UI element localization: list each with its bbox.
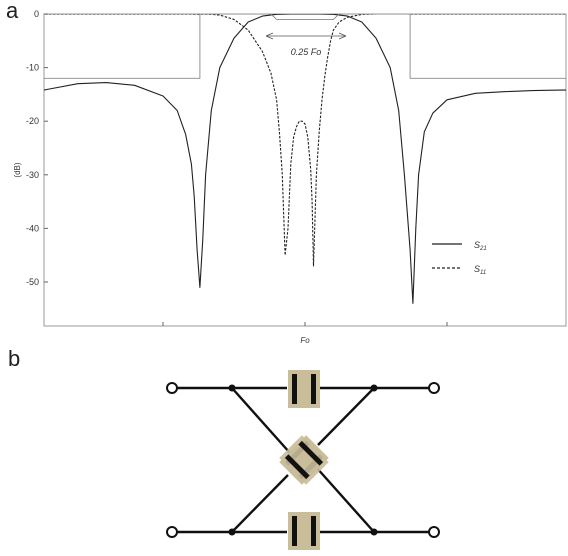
series-line-s11: [44, 14, 566, 267]
bandwidth-annotation: 0.25 Fo: [265, 32, 347, 57]
filter-response-chart: 0 -10 -20 -30 -40 -50 (dB) Fo 0.25 Fo S21 S11: [13, 9, 567, 345]
series-line-s21: [44, 14, 566, 304]
junction-nodes: [228, 384, 378, 536]
panel-label-b: b: [8, 346, 21, 371]
series-line-mask: [44, 14, 566, 79]
arrowhead-right: [338, 32, 347, 40]
panel-label-a: a: [6, 0, 19, 23]
y-tick-label: -10: [26, 63, 39, 73]
y-tick-label: -50: [26, 277, 39, 287]
y-tick-label: -40: [26, 223, 39, 233]
y-axis-title: (dB): [13, 162, 22, 177]
terminal-bottom-left: [166, 526, 178, 538]
terminal-top-right: [428, 382, 440, 394]
y-tick-label: 0: [34, 9, 39, 19]
x-axis-title: Fo: [300, 336, 310, 345]
plot-area: [43, 13, 567, 327]
y-tick-label: -30: [26, 170, 39, 180]
x-axis: [162, 322, 448, 326]
terminal-bottom-right: [428, 526, 440, 538]
terminal-top-left: [166, 382, 178, 394]
y-tick-label: -20: [26, 116, 39, 126]
bandwidth-label: 0.25 Fo: [291, 47, 322, 57]
legend: S21 S11: [432, 240, 487, 276]
arrowhead-left: [265, 32, 274, 40]
series-layer: [44, 14, 566, 304]
legend-label-s21: S21: [474, 240, 487, 252]
resonator-top: [288, 370, 320, 408]
y-axis: 0 -10 -20 -30 -40 -50: [26, 9, 48, 287]
resonator-cross-2: [279, 435, 329, 485]
resonator-bottom: [288, 512, 320, 550]
legend-label-s11: S11: [474, 264, 486, 276]
lattice-filter-schematic: [166, 370, 440, 550]
